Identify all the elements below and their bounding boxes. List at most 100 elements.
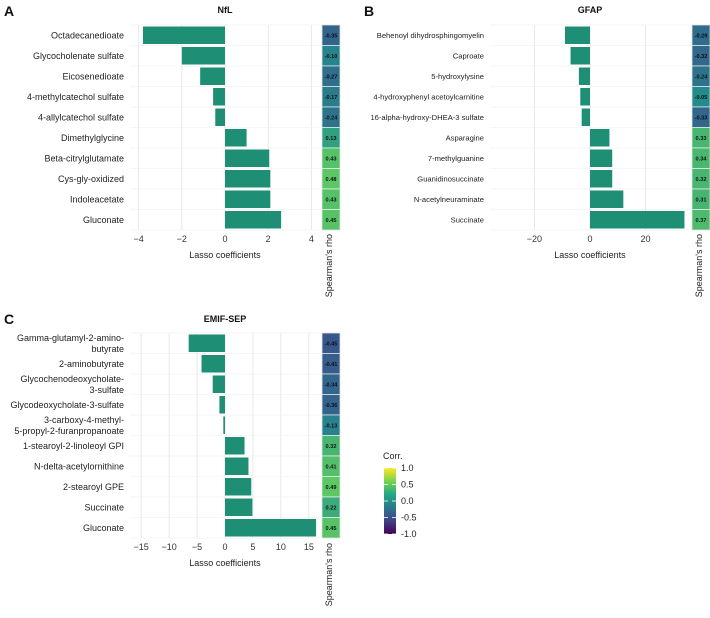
x-tick-label: 0 xyxy=(587,234,592,244)
rho-value: -0.24 xyxy=(695,75,709,81)
category-label: Octadecanedioate xyxy=(51,30,124,40)
bar xyxy=(225,478,252,496)
bar xyxy=(590,211,685,229)
panel-label: A xyxy=(4,3,14,19)
x-tick-label: −2 xyxy=(177,234,187,244)
bar xyxy=(201,355,225,373)
bar xyxy=(225,457,249,475)
rho-value: 0.45 xyxy=(326,218,337,224)
rho-value: 0.48 xyxy=(326,177,337,183)
panel-label: C xyxy=(4,311,14,327)
x-tick-label: −20 xyxy=(527,234,542,244)
bar xyxy=(565,26,590,44)
rho-value: 0.31 xyxy=(696,198,707,204)
rho-value: 0.32 xyxy=(326,444,337,450)
colorbar-tick-label: 1.0 xyxy=(401,463,414,473)
category-label: 16-alpha-hydroxy-DHEA-3 sulfate xyxy=(370,113,484,122)
category-label: 3-carboxy-4-methyl- xyxy=(44,415,124,425)
bar xyxy=(213,88,225,106)
category-label: 4-allylcatechol sulfate xyxy=(38,112,124,122)
rho-value: -0.41 xyxy=(325,362,338,368)
x-tick-label: 2 xyxy=(266,234,271,244)
rho-value: 0.43 xyxy=(326,157,337,163)
category-label: 1-stearoyl-2-linoleoyl GPI xyxy=(23,441,124,451)
category-label: Succinate xyxy=(84,502,124,512)
rho-value: 0.13 xyxy=(326,136,337,142)
x-tick-label: −10 xyxy=(161,542,176,552)
category-label: 5-propyl-2-furanpropanoate xyxy=(14,426,124,436)
panel-title: NfL xyxy=(218,5,233,15)
colorbar-tick-label: 0.0 xyxy=(401,496,414,506)
rho-value: 0.22 xyxy=(326,506,337,512)
rho-value: 0.33 xyxy=(696,136,707,142)
rho-column-frame xyxy=(321,24,341,231)
bar xyxy=(212,375,225,393)
rho-value: 0.37 xyxy=(696,218,707,224)
x-tick-label: 20 xyxy=(641,234,651,244)
x-tick-label: −4 xyxy=(134,234,144,244)
rho-value: 0.49 xyxy=(326,485,337,491)
x-axis-label: Lasso coefficients xyxy=(189,558,261,568)
x-axis-label: Lasso coefficients xyxy=(189,250,261,260)
category-label: Behenoyl dihydrosphingomyelin xyxy=(377,31,484,40)
category-label: 2-aminobutyrate xyxy=(59,359,124,369)
category-label: Caproate xyxy=(453,51,484,60)
category-label: Glycodeoxycholate-3-sulfate xyxy=(10,400,124,410)
rho-value: -0.27 xyxy=(325,75,338,81)
category-label: Glycocholenate sulfate xyxy=(33,51,124,61)
bar xyxy=(590,190,624,208)
category-label: Glycochenodeoxycholate- xyxy=(20,374,124,384)
bar xyxy=(219,396,225,414)
rho-column-frame xyxy=(691,24,710,231)
category-label: N-delta-acetylornithine xyxy=(34,461,124,471)
colorbar-title: Corr. xyxy=(383,451,403,461)
x-tick-label: 15 xyxy=(304,542,314,552)
rho-value: 0.34 xyxy=(696,157,708,163)
category-label: N-acetylneuraminate xyxy=(414,195,484,204)
bar xyxy=(570,47,590,65)
rho-value: -0.35 xyxy=(325,34,338,40)
bar xyxy=(225,519,317,537)
category-label: Beta-citrylglutamate xyxy=(44,153,124,163)
rho-column-frame xyxy=(321,332,341,539)
category-label: Asparagine xyxy=(446,133,484,142)
colorbar-tick-label: -1.0 xyxy=(401,529,417,539)
colorbar-legend: Corr. 1.0 0.5 0.0 -0.5 -1.0 xyxy=(383,451,417,539)
colorbar-tick-label: -0.5 xyxy=(401,513,417,523)
rho-value: -0.33 xyxy=(695,116,708,122)
rho-value: 0.32 xyxy=(696,177,707,183)
rho-value: -0.13 xyxy=(325,424,338,430)
category-label: butyrate xyxy=(91,344,124,354)
category-label: 3-sulfate xyxy=(89,385,124,395)
category-label: Gluconate xyxy=(83,523,124,533)
bar xyxy=(225,190,271,208)
category-label: 2-stearoyl GPE xyxy=(63,482,124,492)
category-label: 5-hydroxylysine xyxy=(431,72,484,81)
bar xyxy=(581,108,590,126)
category-label: Cys-gly-oxidized xyxy=(58,174,124,184)
category-label: Gluconate xyxy=(83,215,124,225)
category-label: Eicosenedioate xyxy=(62,71,124,81)
x-tick-label: −5 xyxy=(192,542,202,552)
colorbar-tick-label: 0.5 xyxy=(401,480,414,490)
bar xyxy=(590,170,613,188)
bar xyxy=(590,129,610,147)
rho-value: -0.36 xyxy=(325,403,338,409)
bar xyxy=(225,211,282,229)
bar xyxy=(578,67,590,85)
category-label: Guanidinosuccinate xyxy=(417,174,484,183)
category-label: Dimethylglycine xyxy=(61,133,124,143)
rho-value: -0.10 xyxy=(325,54,338,60)
bar xyxy=(200,67,225,85)
bar xyxy=(142,26,225,44)
rho-value: -0.34 xyxy=(325,383,339,389)
panel-a: A NfL −4 −2 0 2 4 Octadecanedioate -0.35 Glycocho… xyxy=(4,3,341,297)
rho-axis-label: Spearman's rho xyxy=(694,234,704,297)
bar xyxy=(188,334,225,352)
x-tick-label: 5 xyxy=(250,542,255,552)
rho-value: -0.17 xyxy=(325,95,338,101)
x-tick-label: 0 xyxy=(222,234,227,244)
bar xyxy=(580,88,590,106)
